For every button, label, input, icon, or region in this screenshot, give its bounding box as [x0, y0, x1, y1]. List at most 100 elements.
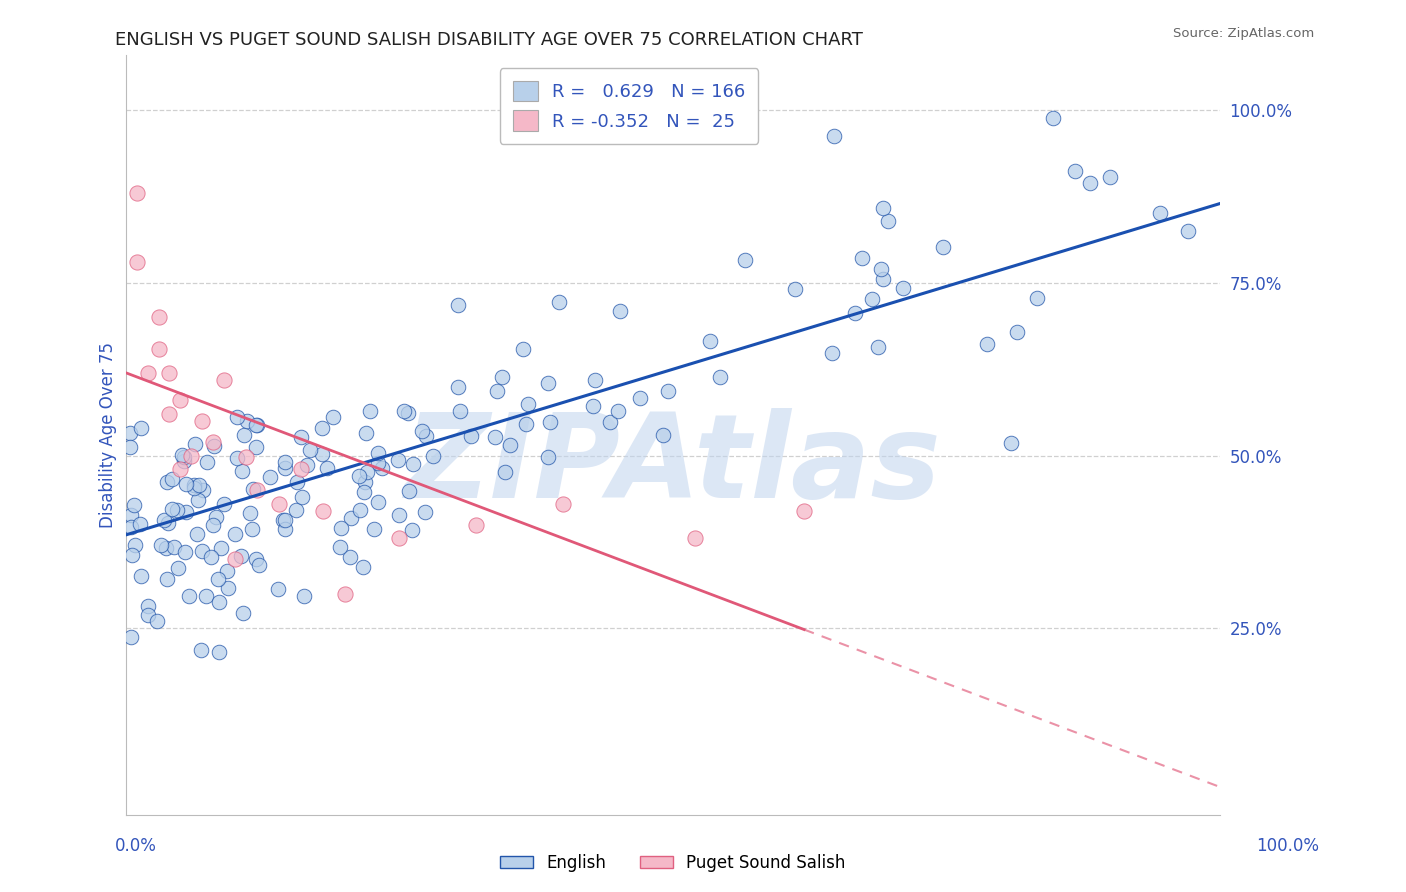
Point — [329, 540, 352, 554]
Point — [136, 607, 159, 622]
Point — [311, 504, 333, 518]
Point — [363, 522, 385, 536]
Point — [1064, 164, 1087, 178]
Point — [129, 516, 152, 531]
Point — [159, 366, 181, 380]
Point — [494, 465, 516, 479]
Point — [184, 437, 207, 451]
Point — [628, 392, 651, 406]
Point — [172, 448, 194, 462]
Point — [202, 439, 225, 453]
Point — [311, 421, 333, 435]
Point — [194, 589, 217, 603]
Point — [316, 460, 339, 475]
Point — [152, 513, 174, 527]
Point — [245, 441, 267, 455]
Point — [413, 505, 436, 519]
Point — [932, 240, 955, 254]
Point — [246, 417, 269, 432]
Point — [125, 255, 148, 269]
Point — [166, 561, 188, 575]
Point — [464, 517, 486, 532]
Point — [205, 510, 228, 524]
Point — [329, 521, 352, 535]
Point — [295, 458, 318, 472]
Point — [553, 497, 575, 511]
Point — [484, 430, 506, 444]
Point — [485, 384, 508, 399]
Point — [388, 508, 411, 523]
Point — [347, 468, 370, 483]
Point — [1000, 436, 1022, 450]
Point — [235, 450, 257, 464]
Point — [156, 572, 179, 586]
Point — [160, 472, 183, 486]
Point — [166, 502, 188, 516]
Point — [191, 543, 214, 558]
Point — [120, 508, 142, 522]
Point — [339, 550, 361, 565]
Point — [290, 430, 312, 444]
Point — [120, 519, 142, 533]
Point — [844, 306, 866, 320]
Point — [657, 384, 679, 399]
Point — [156, 475, 179, 490]
Point — [583, 373, 606, 387]
Point — [226, 410, 249, 425]
Point — [232, 428, 254, 442]
Point — [273, 513, 295, 527]
Point — [160, 502, 183, 516]
Point — [367, 446, 389, 460]
Point — [356, 425, 378, 440]
Point — [226, 450, 249, 465]
Point — [582, 400, 605, 414]
Point — [333, 587, 356, 601]
Point — [893, 281, 915, 295]
Point — [187, 478, 209, 492]
Point — [266, 582, 288, 596]
Point — [159, 407, 181, 421]
Point — [512, 342, 534, 356]
Point — [517, 397, 540, 411]
Point — [367, 456, 389, 470]
Point — [125, 186, 148, 201]
Point — [538, 415, 561, 429]
Point — [367, 495, 389, 509]
Point — [356, 465, 378, 479]
Point — [976, 337, 998, 351]
Point — [823, 129, 845, 144]
Point — [136, 599, 159, 613]
Point — [169, 462, 191, 476]
Point — [402, 457, 425, 471]
Point — [177, 589, 200, 603]
Point — [449, 403, 471, 417]
Point — [240, 522, 263, 536]
Point — [851, 252, 873, 266]
Point — [195, 455, 218, 469]
Point — [202, 434, 225, 449]
Point — [183, 478, 205, 492]
Point — [187, 493, 209, 508]
Point — [208, 595, 231, 609]
Point — [353, 475, 375, 489]
Point — [447, 298, 470, 312]
Point — [285, 475, 308, 489]
Point — [183, 482, 205, 496]
Point — [785, 282, 807, 296]
Point — [422, 450, 444, 464]
Point — [274, 455, 297, 469]
Point — [200, 550, 222, 565]
Point — [229, 549, 252, 563]
Point — [209, 541, 232, 555]
Point — [148, 342, 170, 356]
Point — [872, 272, 894, 286]
Point — [217, 581, 239, 595]
Point — [224, 552, 246, 566]
Point — [371, 461, 394, 475]
Legend: R =   0.629   N = 166, R = -0.352   N =  25: R = 0.629 N = 166, R = -0.352 N = 25 — [501, 68, 758, 144]
Point — [447, 380, 470, 394]
Point — [1042, 111, 1064, 125]
Point — [201, 517, 224, 532]
Point — [683, 532, 706, 546]
Point — [398, 483, 420, 498]
